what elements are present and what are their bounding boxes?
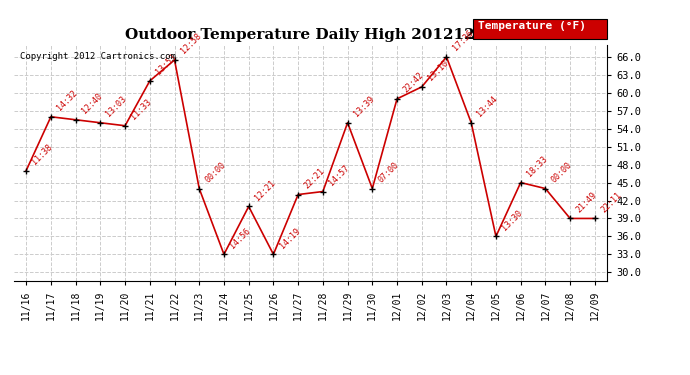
Text: 21:49: 21:49 (574, 190, 598, 214)
Text: Temperature (°F): Temperature (°F) (478, 21, 586, 31)
Text: 14:19: 14:19 (277, 226, 302, 250)
Text: Copyright 2012 Cartronics.com: Copyright 2012 Cartronics.com (20, 52, 176, 61)
Text: 14:32: 14:32 (55, 88, 79, 112)
Text: 12:58: 12:58 (179, 32, 203, 56)
Text: 13:03: 13:03 (104, 94, 128, 118)
Text: 18:33: 18:33 (525, 154, 549, 178)
Text: 11:33: 11:33 (129, 98, 153, 122)
Text: 17:36: 17:36 (451, 29, 475, 53)
Text: 22:21: 22:21 (302, 166, 326, 190)
Text: 00:00: 00:00 (204, 160, 228, 184)
Text: 00:00: 00:00 (549, 160, 573, 184)
Title: Outdoor Temperature Daily High 20121210: Outdoor Temperature Daily High 20121210 (125, 28, 496, 42)
Text: 14:56: 14:56 (228, 226, 252, 250)
Text: 13:10: 13:10 (426, 58, 450, 83)
Text: 12:21: 12:21 (253, 178, 277, 203)
Text: 13:44: 13:44 (475, 94, 500, 118)
Text: 22:42: 22:42 (401, 70, 425, 94)
Text: 13:30: 13:30 (500, 208, 524, 232)
Text: 22:11: 22:11 (599, 190, 623, 214)
Text: 11:38: 11:38 (30, 142, 55, 166)
Text: 13:39: 13:39 (352, 94, 376, 118)
Text: 07:00: 07:00 (377, 160, 400, 184)
Text: 13:53: 13:53 (154, 53, 178, 77)
Text: 12:40: 12:40 (80, 92, 104, 116)
Text: 14:57: 14:57 (327, 164, 351, 188)
